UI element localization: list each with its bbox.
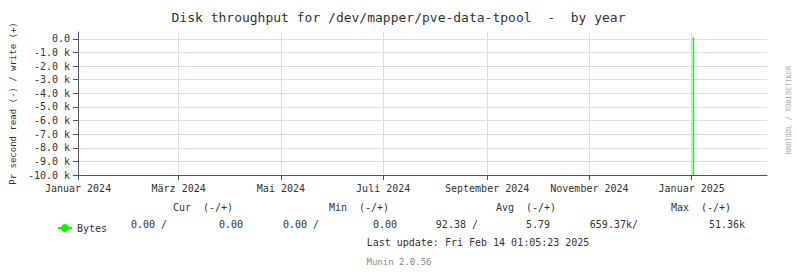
svg-text:Min (-/+): Min (-/+) xyxy=(329,202,389,213)
svg-text:92.38 /: 92.38 / xyxy=(436,219,478,230)
svg-text:-9.0 k: -9.0 k xyxy=(34,156,70,167)
svg-text:Pr second read (-) / write (+): Pr second read (-) / write (+) xyxy=(8,22,18,185)
svg-text:Bytes: Bytes xyxy=(77,223,107,234)
svg-text:November 2024: November 2024 xyxy=(550,183,628,194)
svg-text:-7.0 k: -7.0 k xyxy=(34,129,70,140)
svg-text:-2.0 k: -2.0 k xyxy=(34,61,70,72)
svg-text:Munin 2.0.56: Munin 2.0.56 xyxy=(366,257,431,267)
svg-text:März 2024: März 2024 xyxy=(152,183,206,194)
svg-text:September 2024: September 2024 xyxy=(445,183,529,194)
svg-text:Max (-/+): Max (-/+) xyxy=(671,202,731,213)
svg-text:Januar 2024: Januar 2024 xyxy=(45,183,111,194)
svg-text:0.00 /: 0.00 / xyxy=(131,219,167,230)
svg-text:0.00: 0.00 xyxy=(219,219,243,230)
svg-text:RRDTOOL / TOBIOETIKER: RRDTOOL / TOBIOETIKER xyxy=(785,65,793,154)
svg-text:Last update: Fri Feb 14 01:05:: Last update: Fri Feb 14 01:05:23 2025 xyxy=(367,237,590,248)
svg-text:-5.0 k: -5.0 k xyxy=(34,101,70,112)
svg-text:-1.0 k: -1.0 k xyxy=(34,47,70,58)
svg-text:51.36k: 51.36k xyxy=(709,219,745,230)
svg-text:5.79: 5.79 xyxy=(526,219,550,230)
svg-text:0.00 /: 0.00 / xyxy=(283,219,319,230)
svg-text:-6.0 k: -6.0 k xyxy=(34,115,70,126)
svg-text:-3.0 k: -3.0 k xyxy=(34,74,70,85)
svg-text:659.37k/: 659.37k/ xyxy=(590,219,638,230)
svg-text:Disk throughput for /dev/mappe: Disk throughput for /dev/mapper/pve-data… xyxy=(172,10,626,25)
svg-text:0.0: 0.0 xyxy=(52,33,70,44)
svg-text:-4.0 k: -4.0 k xyxy=(34,88,70,99)
svg-text:Avg (-/+): Avg (-/+) xyxy=(496,202,556,213)
svg-text:Cur (-/+): Cur (-/+) xyxy=(173,202,233,213)
svg-text:Mai 2024: Mai 2024 xyxy=(257,183,305,194)
svg-text:-10.0 k: -10.0 k xyxy=(28,170,70,181)
svg-text:0.00: 0.00 xyxy=(373,219,397,230)
svg-text:Juli 2024: Juli 2024 xyxy=(356,183,410,194)
svg-text:-8.0 k: -8.0 k xyxy=(34,142,70,153)
svg-text:Januar 2025: Januar 2025 xyxy=(659,183,725,194)
